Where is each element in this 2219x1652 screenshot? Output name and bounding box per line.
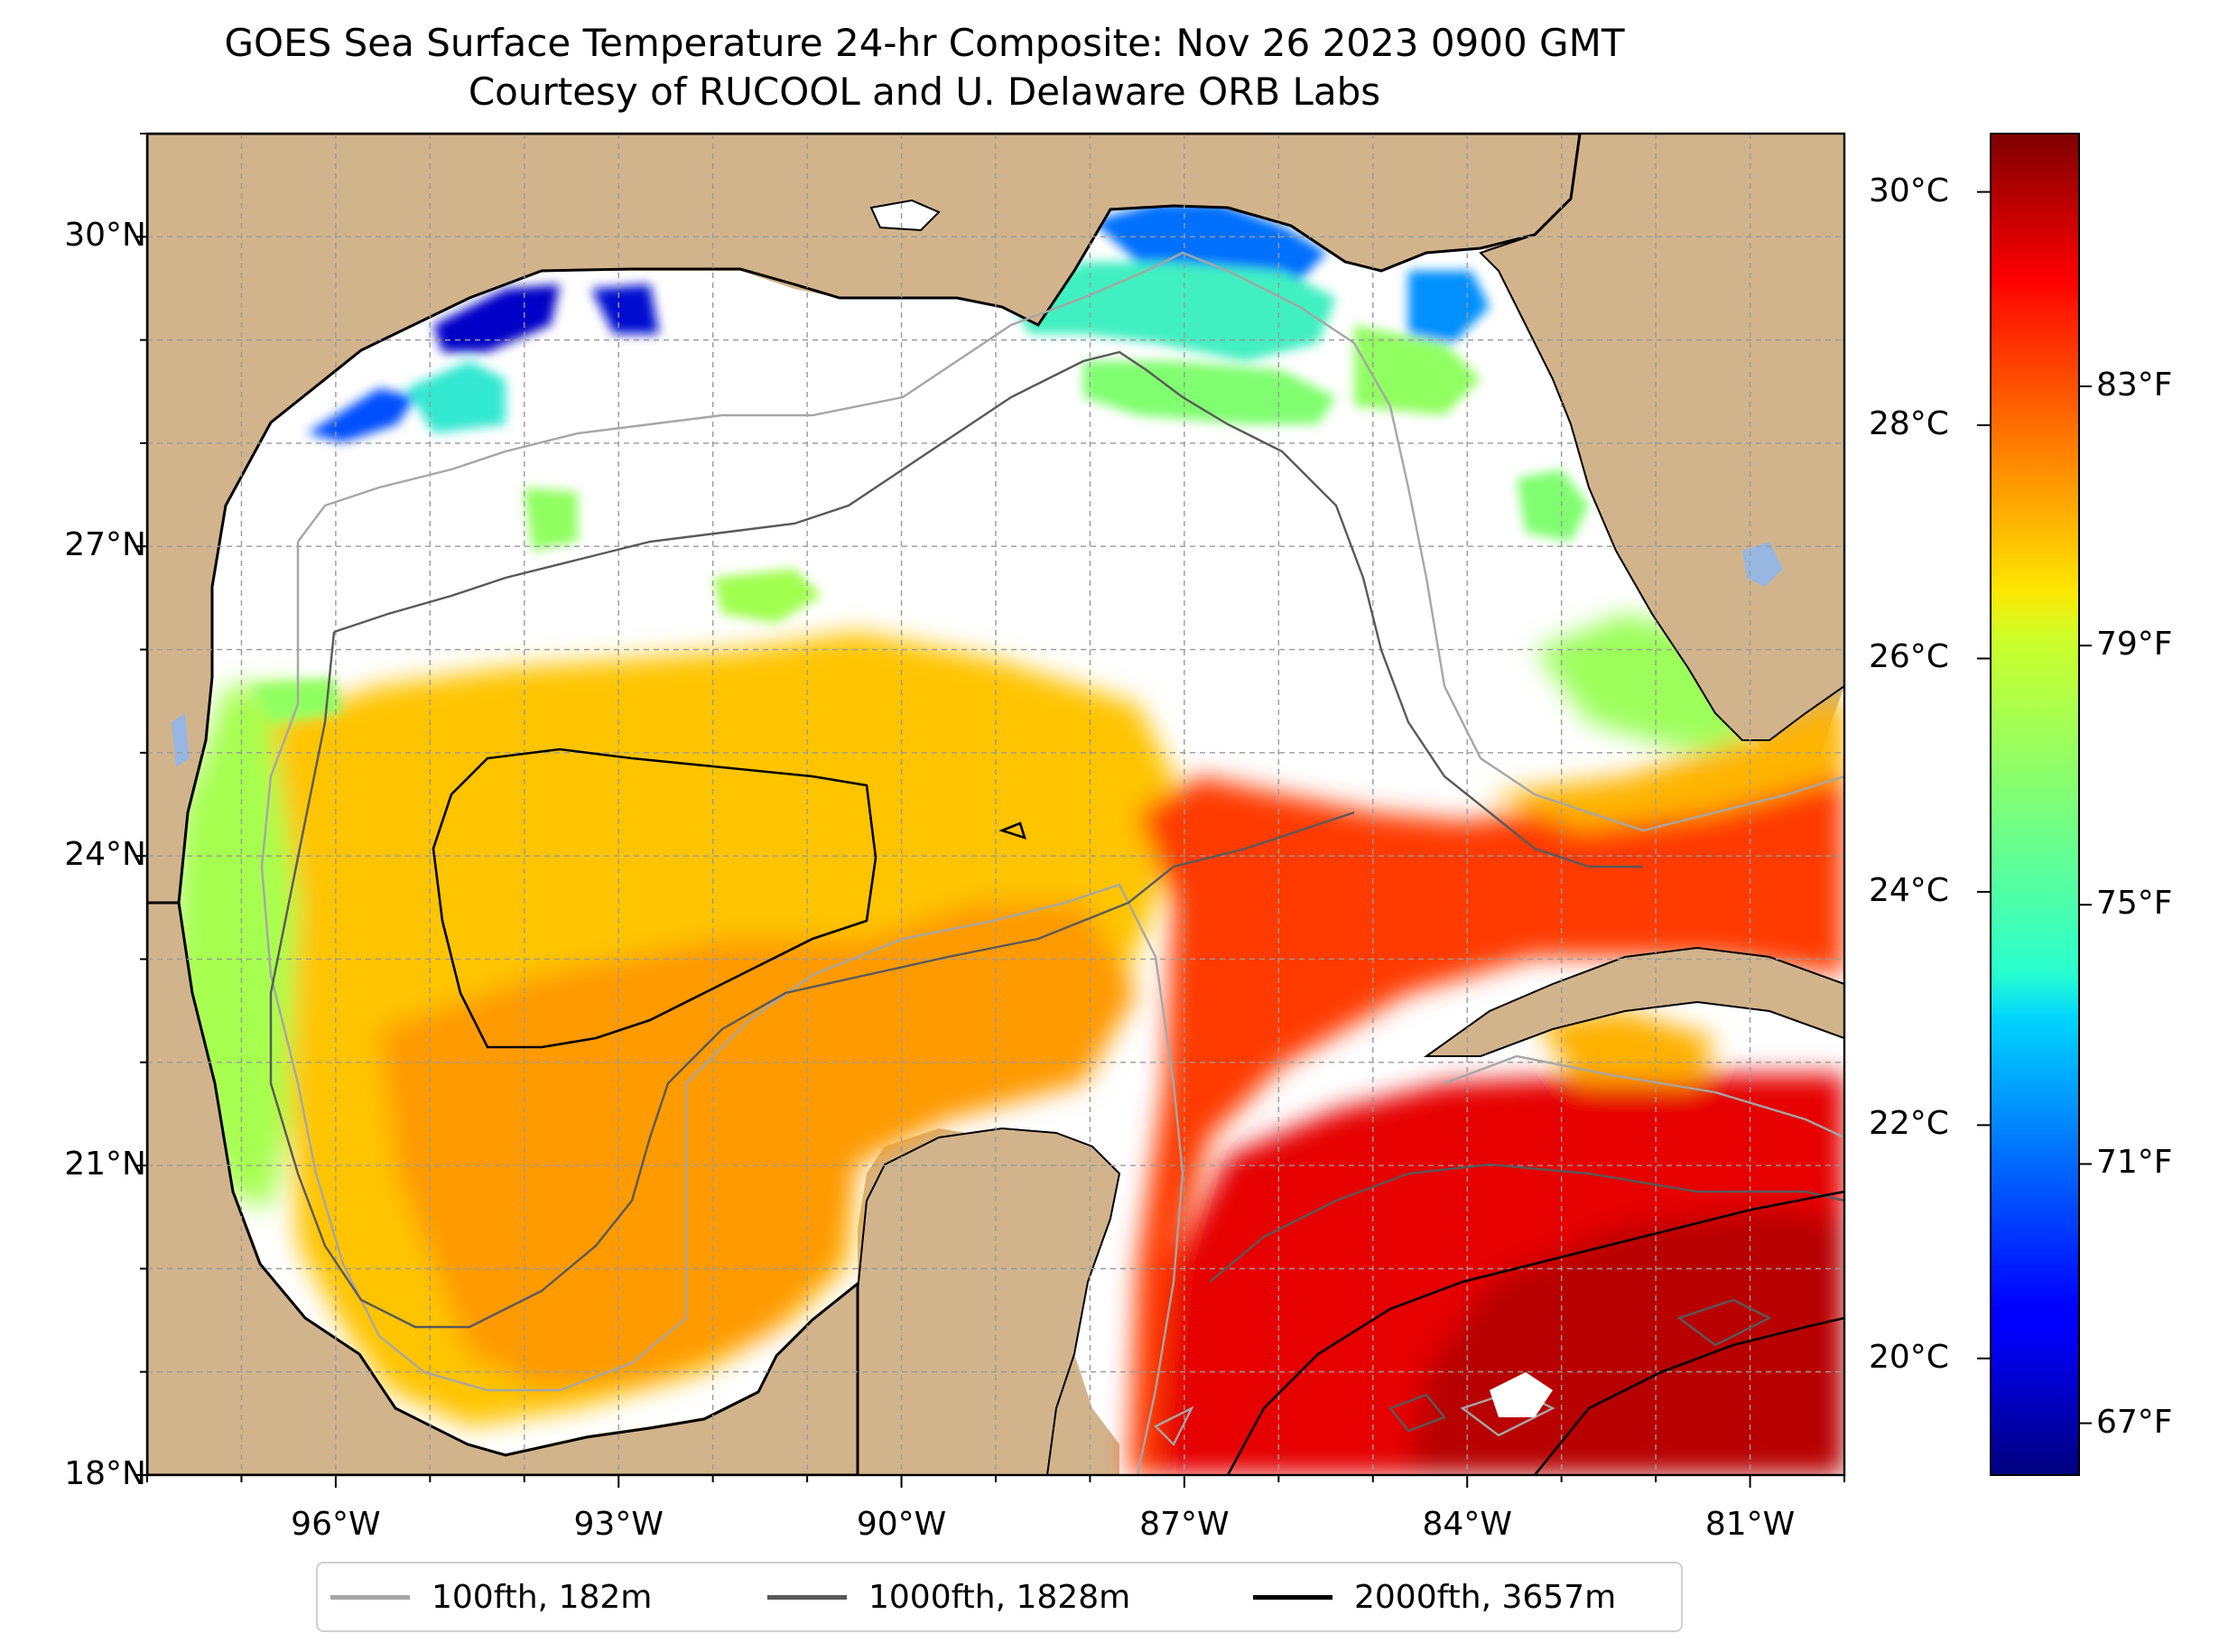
contour-legend: 100fth, 182m 1000fth, 1828m 2000fth, 365… [316,1562,1683,1632]
us-gulf-coast-land [147,134,1582,905]
legend-item-1000fth: 1000fth, 1828m [767,1564,1130,1630]
colorbar-celsius-label: 24°C [1869,871,1949,909]
colorbar-celsius-label: 26°C [1869,638,1949,676]
map-title: GOES Sea Surface Temperature 24-hr Compo… [224,21,1625,65]
legend-swatch-2000fth [1253,1594,1332,1600]
sst-louisiana-cold-2 [591,284,659,334]
lon-label: 87°W [1139,1506,1230,1543]
sst-apalachee-blue [1408,271,1490,343]
colorbar-fahrenheit-label: 71°F [2096,1144,2173,1182]
sst-loop-current [1128,722,1844,1475]
sst-texas-cyan [406,361,506,433]
contour-1000fth [269,350,1844,1433]
map-ticks [135,133,1845,1488]
lake-texas [172,713,190,767]
map-subtitle: Courtesy of RUCOOL and U. Delaware ORB L… [468,70,1381,114]
sst-florida-panhandle-green [1083,361,1336,424]
legend-swatch-1000fth [767,1594,847,1600]
colorbar-celsius-label: 20°C [1869,1338,1949,1376]
legend-item-2000fth: 2000fth, 3657m [1253,1564,1616,1630]
colorbar-fahrenheit-label: 67°F [2096,1403,2173,1441]
legend-label-100fth: 100fth, 182m [432,1578,653,1616]
lake-okeechobee [1742,542,1783,587]
lat-label: 27°N [64,526,146,564]
colorbar-celsius-label: 22°C [1869,1105,1949,1143]
colorbar-celsius-label: 28°C [1869,405,1949,443]
legend-label-1000fth: 1000fth, 1828m [868,1578,1131,1616]
colorbar-ticks [1977,190,2092,1425]
lat-label: 21°N [64,1146,146,1183]
florida-peninsula [1479,134,1844,741]
colorbar-celsius-label: 30°C [1869,172,1949,209]
legend-item-100fth: 100fth, 182m [330,1564,652,1630]
sst-tampa-green [1517,469,1589,542]
cuba [1423,946,1844,1057]
mexico-west-land [147,901,859,1475]
cayman-data-gap [1490,1372,1553,1417]
lon-label: 81°W [1704,1506,1796,1543]
colorbar-fahrenheit-label: 79°F [2096,626,2173,664]
lon-label: 93°W [573,1506,664,1543]
sst-shelf-green-patch-1 [524,487,578,551]
sst-cuba-north [1535,1011,1715,1083]
sst-alabama-blue [1092,203,1327,280]
sst-shelf-green-patch-2 [713,569,822,623]
colorbar [1990,133,2080,1476]
sst-big-bend-green [1354,325,1481,415]
lat-label: 30°N [64,217,146,255]
lon-label: 84°W [1422,1506,1512,1543]
sst-louisiana-cold [433,284,560,352]
colorbar-fahrenheit-label: 83°F [2096,366,2173,404]
sst-texas-coast-cold [307,388,415,442]
lake-pontchartrain [869,199,941,232]
lon-label: 90°W [856,1506,947,1543]
lat-label: 24°N [64,836,146,874]
contour-2000fth [432,747,1844,1475]
lon-label: 96°W [291,1506,381,1543]
lat-label: 18°N [64,1455,146,1492]
legend-label-2000fth: 2000fth, 3657m [1354,1578,1617,1616]
legend-swatch-100fth [330,1594,410,1600]
yucatan-peninsula [857,1127,1121,1475]
colorbar-fahrenheit-label: 75°F [2096,885,2173,923]
sst-florida-straits [1490,695,1844,831]
sst-alabama-cyan [1011,262,1336,361]
